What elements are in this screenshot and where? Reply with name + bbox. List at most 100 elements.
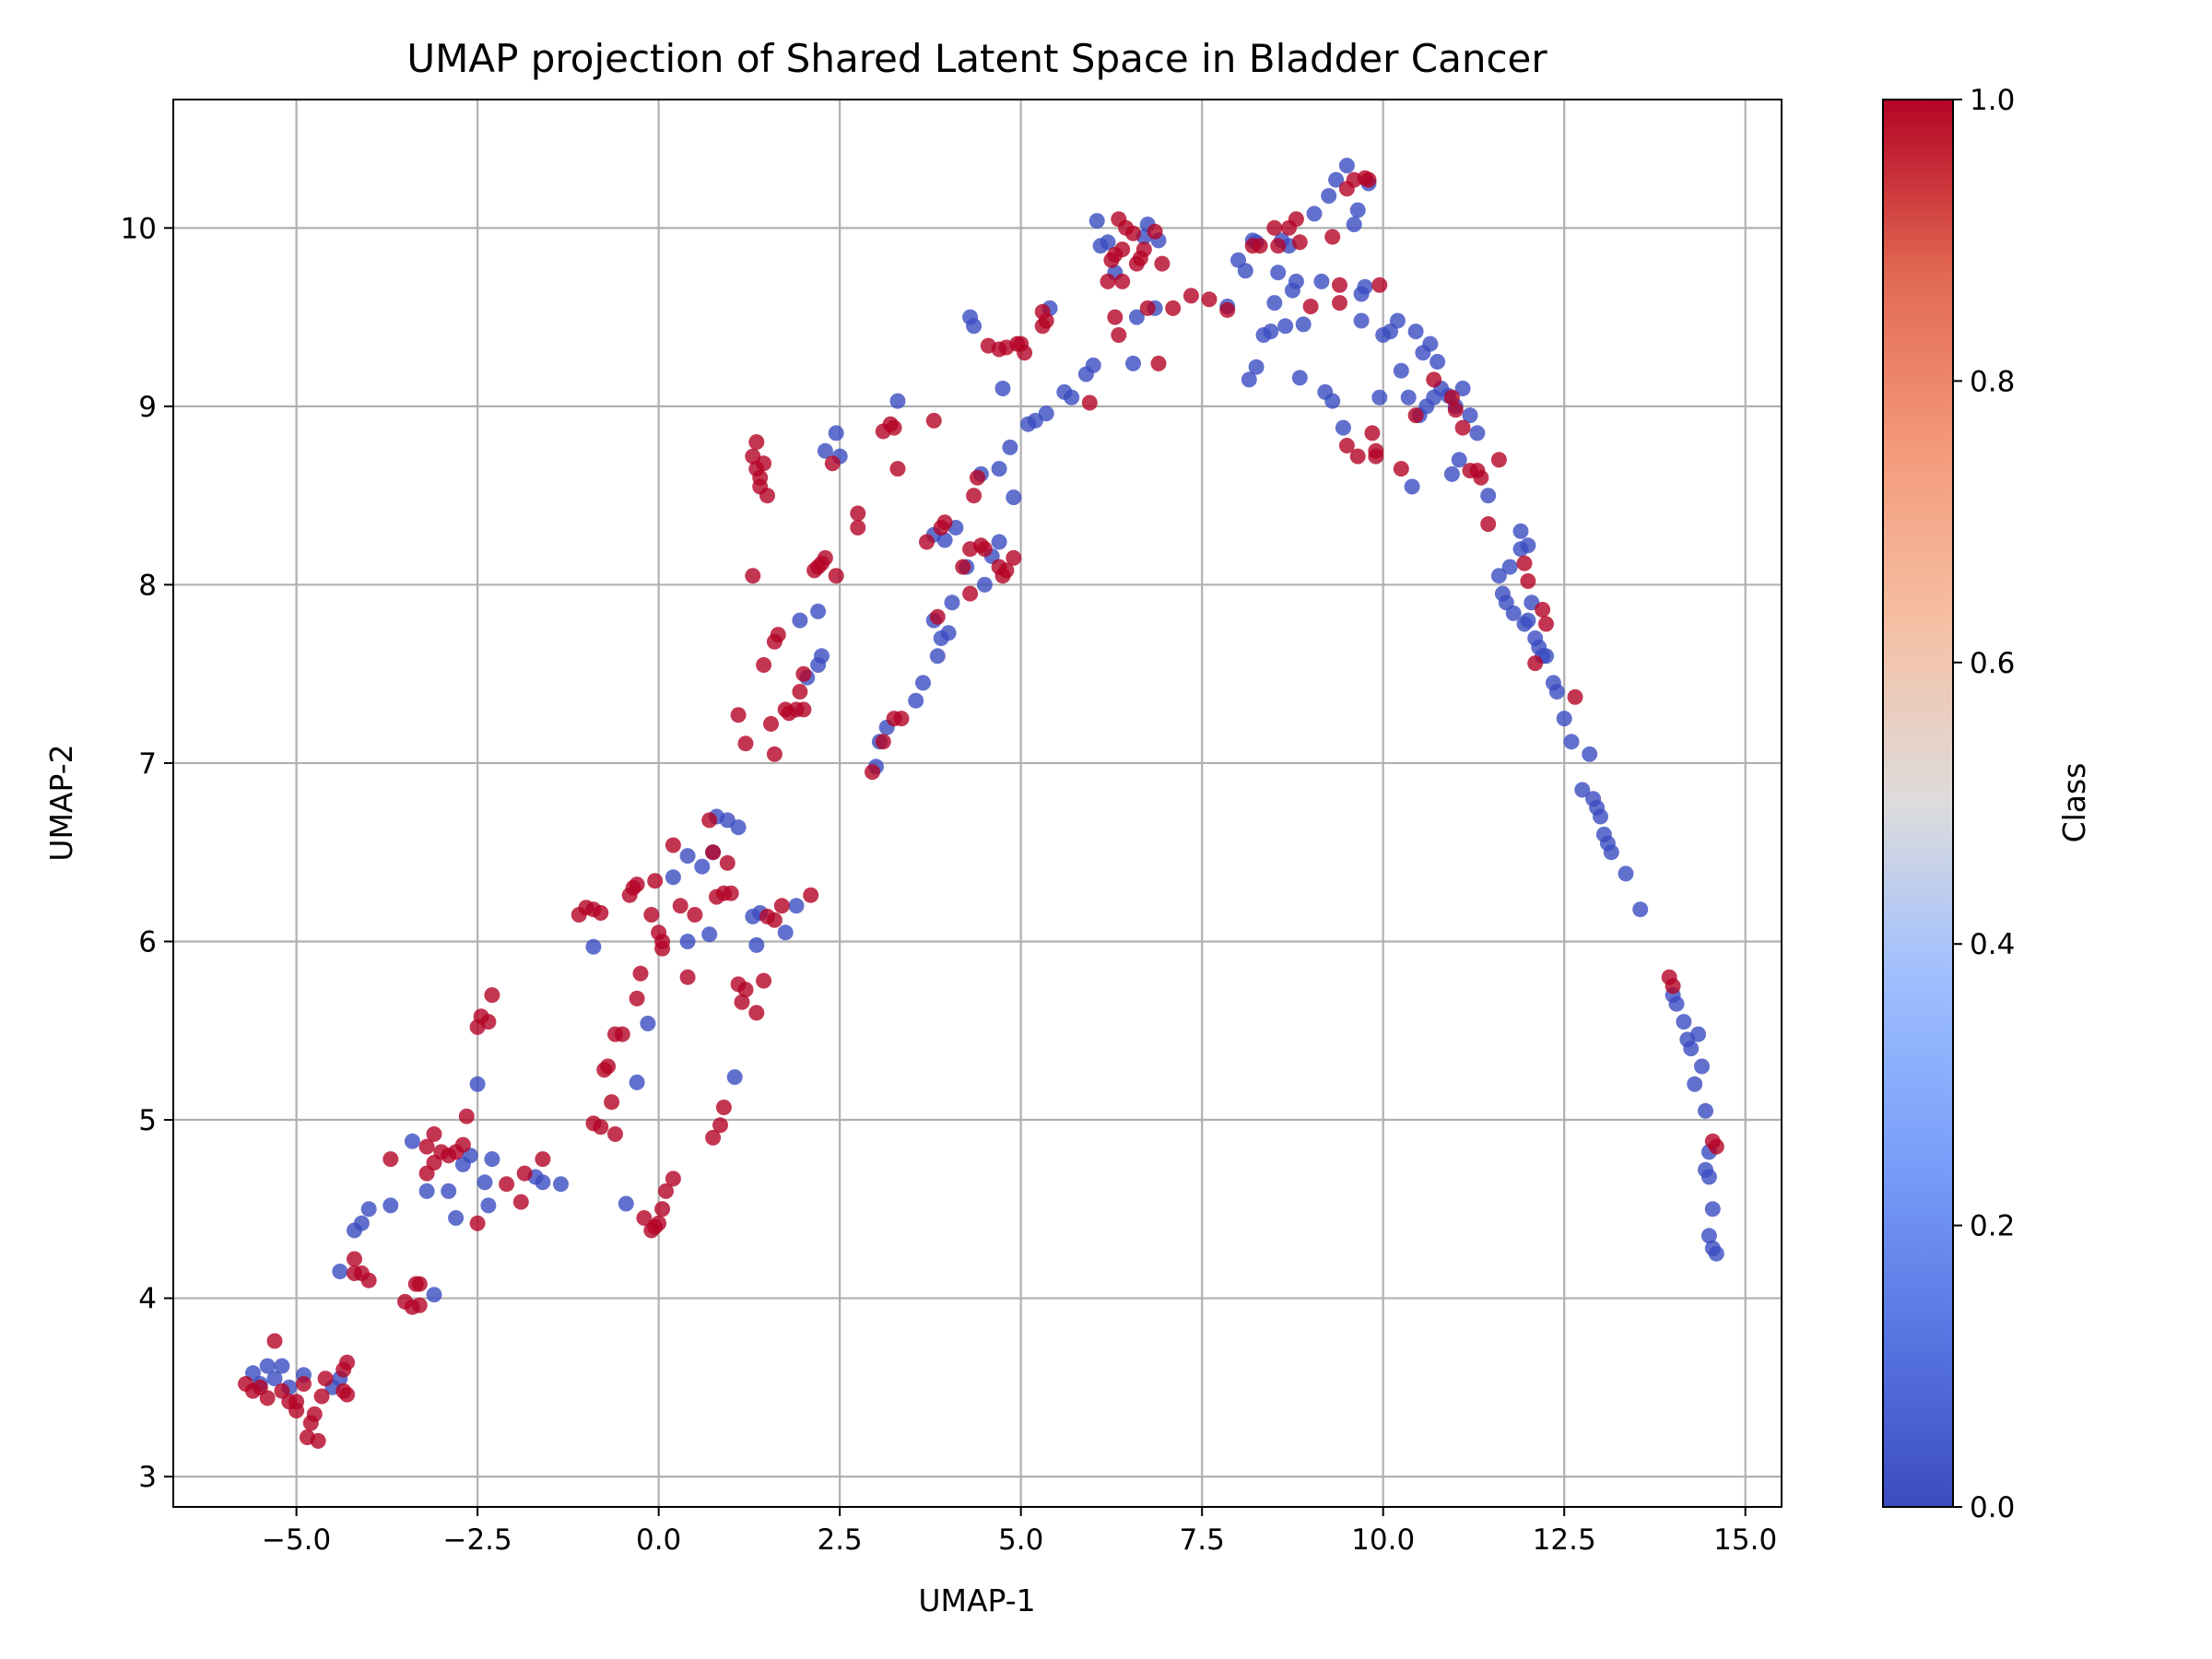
data-point-class-1	[339, 1386, 356, 1403]
data-point-class-1	[360, 1272, 377, 1288]
data-point-class-1	[604, 1094, 620, 1111]
data-point-class-1	[734, 994, 750, 1010]
data-point-class-1	[306, 1406, 323, 1422]
data-point-class-0	[1451, 452, 1467, 468]
data-point-class-1	[998, 562, 1015, 579]
data-point-class-1	[919, 534, 935, 550]
data-point-class-0	[1708, 1245, 1724, 1262]
colorbar: 0.0 0.2 0.4 0.6 0.8 1.0 Class	[1882, 84, 2092, 1524]
data-point-class-0	[748, 936, 765, 953]
data-point-class-0	[1501, 559, 1518, 575]
data-point-class-1	[925, 412, 942, 429]
data-point-class-1	[317, 1371, 334, 1387]
data-point-class-1	[310, 1432, 326, 1449]
y-tick-label: 7	[138, 747, 157, 781]
data-point-class-1	[756, 972, 772, 989]
x-tick-label: −2.5	[442, 1524, 512, 1557]
data-point-class-0	[730, 819, 747, 836]
data-point-class-0	[629, 1074, 645, 1090]
data-point-class-0	[694, 858, 711, 875]
data-point-class-0	[1389, 312, 1406, 329]
data-point-class-1	[643, 907, 660, 923]
data-point-class-0	[553, 1176, 569, 1193]
data-point-class-1	[1114, 273, 1131, 289]
data-point-class-1	[1324, 229, 1341, 245]
data-point-class-1	[1291, 234, 1308, 251]
data-point-class-1	[382, 1151, 399, 1168]
chart-title: UMAP projection of Shared Latent Space i…	[406, 36, 1547, 81]
data-point-class-1	[512, 1194, 529, 1210]
data-point-class-1	[756, 455, 772, 472]
data-point-class-1	[1332, 295, 1347, 312]
data-point-class-1	[1490, 452, 1507, 468]
data-point-class-1	[1426, 371, 1442, 388]
data-point-class-0	[994, 381, 1011, 396]
data-point-class-1	[535, 1151, 551, 1168]
data-points	[238, 158, 1724, 1449]
x-tick-label: 12.5	[1533, 1524, 1596, 1557]
x-tick-label: 2.5	[817, 1524, 862, 1557]
data-point-class-1	[1332, 276, 1347, 293]
data-point-class-0	[1064, 389, 1080, 406]
data-point-class-1	[759, 488, 775, 504]
data-point-class-0	[1338, 158, 1355, 174]
data-point-class-1	[1252, 238, 1268, 254]
data-point-class-0	[1676, 1014, 1692, 1030]
data-point-class-1	[723, 885, 739, 901]
data-point-class-1	[737, 982, 754, 998]
data-point-class-1	[679, 969, 696, 985]
data-point-class-1	[347, 1251, 362, 1267]
colorbar-ticks: 0.0 0.2 0.4 0.6 0.8 1.0	[1953, 84, 2015, 1524]
data-point-class-1	[1006, 549, 1022, 566]
data-point-class-0	[382, 1197, 399, 1214]
data-point-class-0	[940, 625, 957, 641]
data-point-class-0	[1490, 568, 1507, 584]
data-point-class-1	[1302, 299, 1319, 314]
data-point-class-0	[1700, 1228, 1717, 1244]
x-tick-label: 10.0	[1351, 1524, 1415, 1557]
colorbar-tick-label: 1.0	[1970, 84, 2015, 117]
colorbar-tick-label: 0.0	[1970, 1491, 2015, 1524]
plot-frame	[172, 99, 1783, 1508]
data-point-class-0	[441, 1182, 457, 1199]
data-point-class-1	[730, 707, 747, 724]
data-point-class-0	[1263, 324, 1279, 340]
data-point-class-1	[737, 735, 754, 752]
data-point-class-1	[756, 657, 772, 673]
data-point-class-1	[296, 1376, 312, 1392]
data-point-class-1	[759, 908, 775, 924]
data-point-class-0	[1430, 354, 1446, 370]
data-point-class-0	[484, 1151, 500, 1168]
data-point-class-1	[773, 898, 790, 914]
data-point-class-1	[1154, 255, 1171, 272]
data-point-class-0	[817, 442, 833, 459]
data-point-class-1	[1107, 309, 1124, 325]
data-point-class-0	[944, 594, 960, 611]
y-tick-label: 6	[138, 925, 157, 959]
data-point-class-0	[1407, 324, 1424, 340]
y-tick-label: 9	[138, 391, 157, 424]
data-point-class-1	[339, 1354, 356, 1371]
data-point-class-1	[629, 877, 645, 893]
data-point-class-1	[1538, 616, 1554, 632]
data-point-class-1	[1034, 318, 1051, 335]
data-point-class-0	[810, 603, 827, 619]
data-point-class-1	[803, 887, 819, 903]
data-point-class-0	[1582, 746, 1598, 762]
data-point-class-0	[426, 1287, 442, 1303]
data-point-class-1	[1454, 419, 1471, 436]
y-tick-label: 4	[138, 1283, 157, 1316]
data-point-class-1	[454, 1136, 471, 1153]
data-point-class-0	[404, 1133, 420, 1149]
data-point-class-1	[593, 905, 609, 921]
data-point-class-0	[640, 1016, 656, 1031]
data-point-class-1	[893, 711, 910, 727]
data-point-class-1	[672, 898, 688, 914]
data-point-class-1	[1447, 402, 1464, 418]
data-point-class-1	[1034, 303, 1051, 320]
data-point-class-0	[1704, 1201, 1721, 1218]
data-point-class-1	[1520, 573, 1536, 589]
data-point-class-1	[792, 684, 808, 700]
data-point-class-0	[1690, 1026, 1707, 1042]
data-point-class-1	[976, 541, 993, 558]
